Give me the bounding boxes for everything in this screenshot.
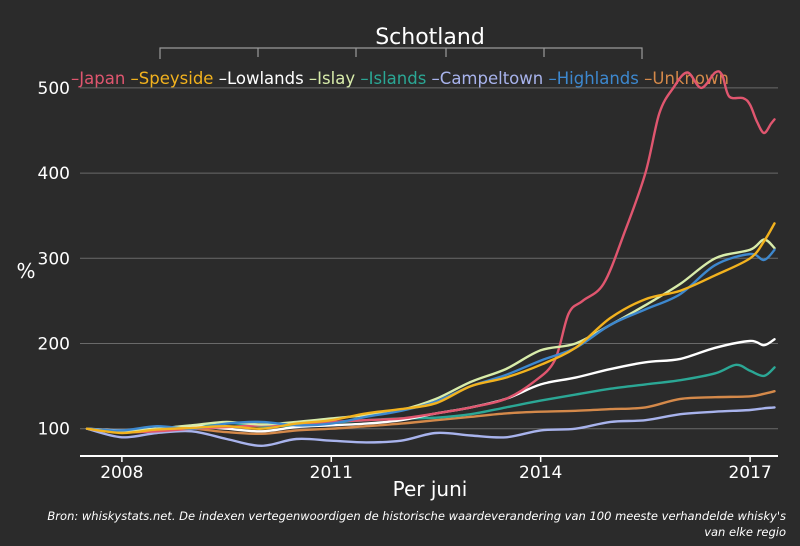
legend-item-japan: –Japan bbox=[71, 69, 125, 88]
series-line-highlands bbox=[85, 248, 776, 432]
series-line-islay bbox=[85, 238, 776, 433]
y-tick-label: 400 bbox=[38, 164, 70, 184]
legend-item-speyside: –Speyside bbox=[125, 69, 213, 88]
x-tick-label: 2014 bbox=[519, 463, 562, 483]
series-line-unknown bbox=[85, 390, 776, 436]
series-lines bbox=[85, 70, 776, 447]
chart-title: Schotland bbox=[375, 25, 485, 50]
grid-lines bbox=[80, 87, 778, 430]
series-line-speyside bbox=[85, 222, 776, 435]
legend-item-islands: –Islands bbox=[355, 69, 426, 88]
y-axis-label: % bbox=[16, 259, 35, 283]
x-tick-label: 2011 bbox=[310, 463, 353, 483]
y-tick-label: 500 bbox=[38, 79, 70, 99]
source-note: Bron: whiskystats.net. De indexen verteg… bbox=[47, 509, 786, 539]
x-tick-label: 2008 bbox=[100, 463, 143, 483]
scotland-bracket bbox=[159, 47, 643, 59]
y-tick-label: 100 bbox=[38, 420, 70, 440]
x-axis-ticks: 2008 2011 2014 2017 bbox=[100, 456, 772, 483]
legend-item-lowlands: –Lowlands bbox=[213, 69, 303, 88]
legend-item-campeltown: –Campeltown bbox=[426, 69, 543, 88]
legend: –Japan –Speyside –Lowlands –Islay –Islan… bbox=[71, 69, 729, 88]
x-axis-label: Per juni bbox=[393, 477, 468, 501]
legend-entries: –Japan –Speyside –Lowlands –Islay –Islan… bbox=[71, 69, 729, 88]
legend-item-islay: –Islay bbox=[304, 69, 356, 88]
x-tick-label: 2017 bbox=[728, 463, 771, 483]
series-line-campeltown bbox=[85, 406, 776, 447]
y-axis-ticks: 100 200 300 400 500 bbox=[38, 79, 70, 440]
y-tick-label: 300 bbox=[38, 249, 70, 269]
series-line-japan bbox=[85, 70, 776, 434]
legend-item-highlands: –Highlands bbox=[543, 69, 639, 88]
y-tick-label: 200 bbox=[38, 335, 70, 355]
